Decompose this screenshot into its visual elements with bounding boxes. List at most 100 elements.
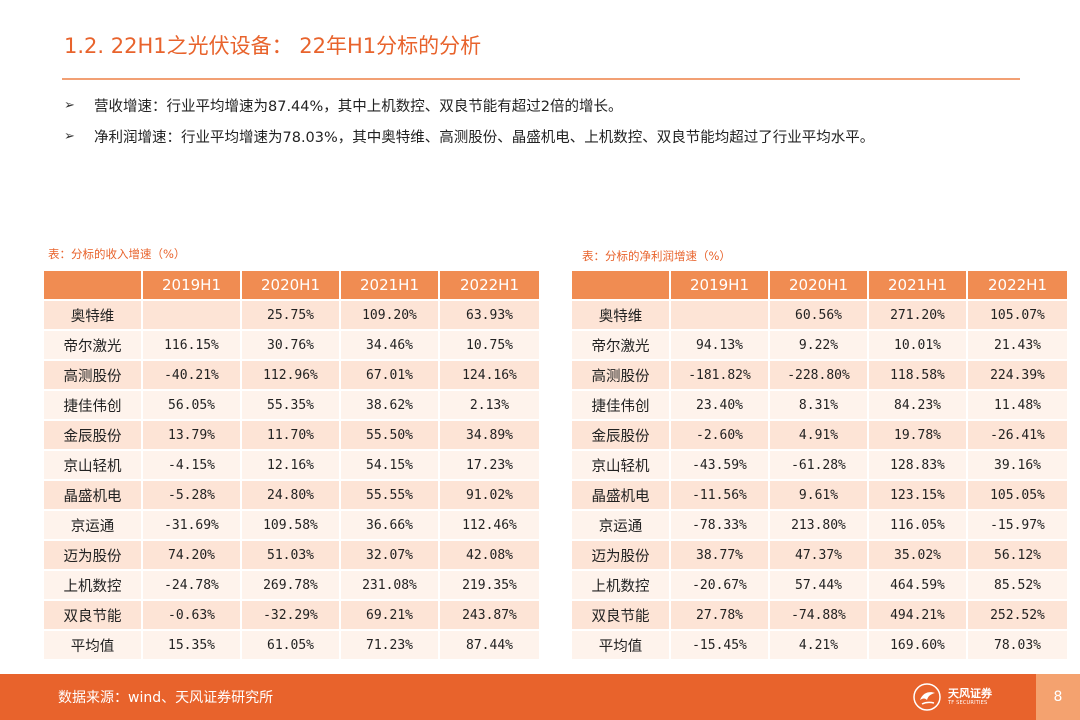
growth-value: -43.59% — [671, 451, 770, 481]
growth-value: 123.15% — [869, 481, 968, 511]
company-name: 上机数控 — [572, 571, 671, 601]
growth-value: 24.80% — [242, 481, 341, 511]
growth-value: 51.03% — [242, 541, 341, 571]
growth-value: 71.23% — [341, 631, 440, 661]
growth-value: 12.16% — [242, 451, 341, 481]
column-header: 2020H1 — [770, 271, 869, 301]
growth-value: 13.79% — [143, 421, 242, 451]
bullet-lead: 营收增速： — [94, 99, 167, 115]
growth-value: -20.67% — [671, 571, 770, 601]
growth-value: 116.05% — [869, 511, 968, 541]
tf-securities-logo: 天风证券 TF SECURITIES — [912, 680, 1004, 714]
growth-value: -61.28% — [770, 451, 869, 481]
table-row: 双良节能 27.78% -74.88% 494.21% 252.52% — [572, 601, 1069, 631]
table-row: 金辰股份 -2.60% 4.91% 19.78% -26.41% — [572, 421, 1069, 451]
growth-value: 105.05% — [968, 481, 1069, 511]
table-row: 京山轻机 -43.59% -61.28% 128.83% 39.16% — [572, 451, 1069, 481]
growth-value: 128.83% — [869, 451, 968, 481]
growth-value: 61.05% — [242, 631, 341, 661]
growth-value: -31.69% — [143, 511, 242, 541]
table-row: 上机数控 -20.67% 57.44% 464.59% 85.52% — [572, 571, 1069, 601]
growth-value: 69.21% — [341, 601, 440, 631]
growth-value: -5.28% — [143, 481, 242, 511]
growth-value: -24.78% — [143, 571, 242, 601]
bullet-text: 行业平均增速为78.03%，其中奥特维、高测股份、晶盛机电、上机数控、双良节能均… — [181, 130, 875, 146]
company-name: 高测股份 — [572, 361, 671, 391]
growth-value: 54.15% — [341, 451, 440, 481]
company-name: 捷佳伟创 — [44, 391, 143, 421]
growth-value: 87.44% — [440, 631, 541, 661]
growth-value: 11.70% — [242, 421, 341, 451]
growth-value: -74.88% — [770, 601, 869, 631]
growth-value: 56.05% — [143, 391, 242, 421]
arrow-bullet-icon: ➢ — [64, 98, 75, 113]
company-name: 迈为股份 — [44, 541, 143, 571]
growth-value: 74.20% — [143, 541, 242, 571]
growth-value: 118.58% — [869, 361, 968, 391]
table-header-row: 2019H1 2020H1 2021H1 2022H1 — [572, 271, 1069, 301]
phoenix-logo-icon — [913, 683, 941, 711]
growth-value: 34.89% — [440, 421, 541, 451]
company-name: 晶盛机电 — [44, 481, 143, 511]
table-row: 平均值 15.35% 61.05% 71.23% 87.44% — [44, 631, 541, 661]
bullet-text: 行业平均增速为87.44%，其中上机数控、双良节能有超过2倍的增长。 — [166, 99, 623, 115]
growth-value: 464.59% — [869, 571, 968, 601]
header-corner — [44, 271, 143, 301]
arrow-bullet-icon: ➢ — [64, 129, 75, 144]
company-name: 捷佳伟创 — [572, 391, 671, 421]
growth-value: 85.52% — [968, 571, 1069, 601]
growth-value: -78.33% — [671, 511, 770, 541]
growth-value: 25.75% — [242, 301, 341, 331]
growth-value: 105.07% — [968, 301, 1069, 331]
growth-value: -181.82% — [671, 361, 770, 391]
page-number: 8 — [1036, 674, 1080, 720]
title-divider — [62, 78, 1020, 80]
revenue-table-caption: 表：分标的收入增速（%） — [48, 247, 186, 261]
growth-value: 42.08% — [440, 541, 541, 571]
column-header: 2021H1 — [869, 271, 968, 301]
column-header: 2021H1 — [341, 271, 440, 301]
profit-table-caption: 表：分标的净利润增速（%） — [582, 249, 731, 263]
company-name: 帝尔激光 — [44, 331, 143, 361]
table-row: 京运通 -78.33% 213.80% 116.05% -15.97% — [572, 511, 1069, 541]
bullet-profit: ➢ 净利润增速： 行业平均增速为78.03%，其中奥特维、高测股份、晶盛机电、上… — [64, 121, 874, 152]
growth-value: 109.58% — [242, 511, 341, 541]
growth-value: 109.20% — [341, 301, 440, 331]
growth-value: 271.20% — [869, 301, 968, 331]
table-row: 高测股份 -181.82% -228.80% 118.58% 224.39% — [572, 361, 1069, 391]
growth-value: 27.78% — [671, 601, 770, 631]
growth-value — [671, 301, 770, 331]
company-name: 晶盛机电 — [572, 481, 671, 511]
company-name: 平均值 — [572, 631, 671, 661]
company-name: 帝尔激光 — [572, 331, 671, 361]
growth-value: 231.08% — [341, 571, 440, 601]
growth-value: 2.13% — [440, 391, 541, 421]
growth-value: 269.78% — [242, 571, 341, 601]
table-row: 京运通 -31.69% 109.58% 36.66% 112.46% — [44, 511, 541, 541]
company-name: 双良节能 — [44, 601, 143, 631]
growth-value: 55.55% — [341, 481, 440, 511]
header-corner — [572, 271, 671, 301]
table-row: 奥特维 25.75% 109.20% 63.93% — [44, 301, 541, 331]
growth-value: 21.43% — [968, 331, 1069, 361]
growth-value: 8.31% — [770, 391, 869, 421]
growth-value: 55.50% — [341, 421, 440, 451]
bullet-lead: 净利润增速： — [94, 130, 181, 146]
growth-value: 38.62% — [341, 391, 440, 421]
company-name: 奥特维 — [572, 301, 671, 331]
growth-value: 15.35% — [143, 631, 242, 661]
growth-value: -228.80% — [770, 361, 869, 391]
growth-value: 224.39% — [968, 361, 1069, 391]
growth-value: 32.07% — [341, 541, 440, 571]
growth-value: 243.87% — [440, 601, 541, 631]
growth-value: 11.48% — [968, 391, 1069, 421]
growth-value: -0.63% — [143, 601, 242, 631]
company-name: 金辰股份 — [572, 421, 671, 451]
company-name: 迈为股份 — [572, 541, 671, 571]
growth-value: -4.15% — [143, 451, 242, 481]
growth-value: 38.77% — [671, 541, 770, 571]
company-name: 京山轻机 — [572, 451, 671, 481]
growth-value: -40.21% — [143, 361, 242, 391]
growth-value: 9.22% — [770, 331, 869, 361]
revenue-growth-table: 2019H1 2020H1 2021H1 2022H1 奥特维 25.75% 109.20%… — [44, 271, 541, 661]
